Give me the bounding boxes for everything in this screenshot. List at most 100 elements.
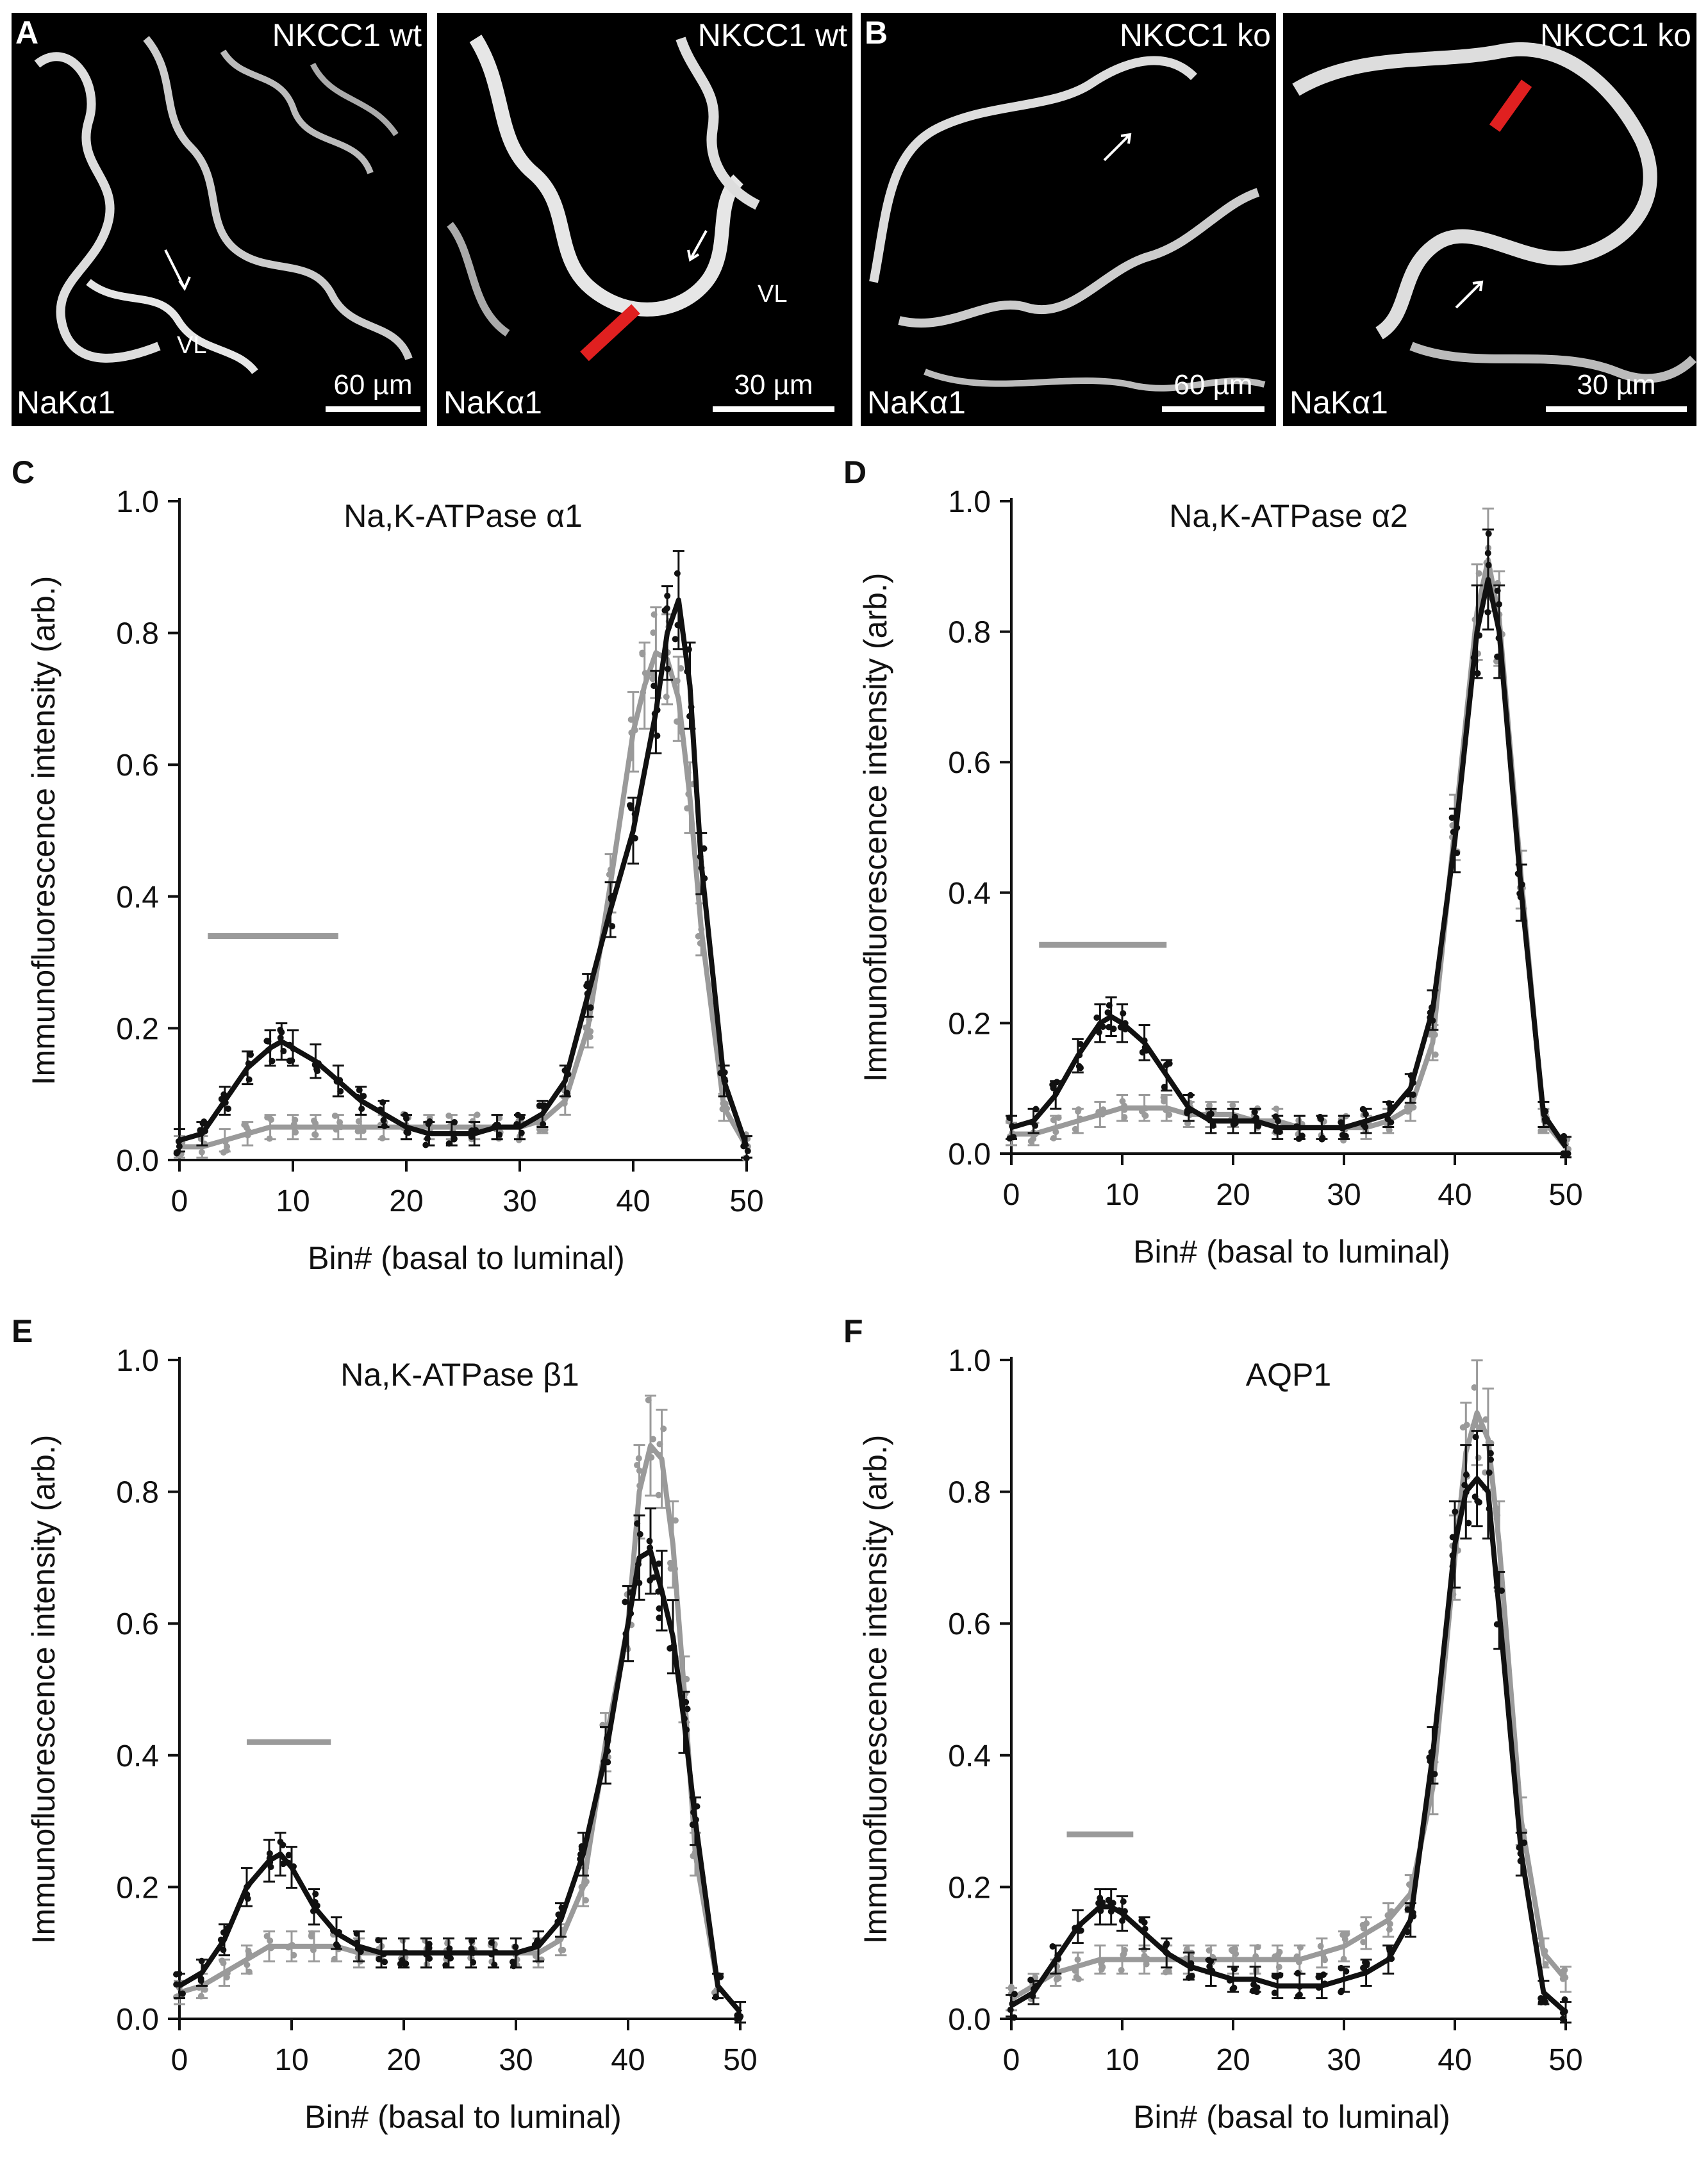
scatter-point — [672, 636, 679, 643]
panel-letter: F — [843, 1313, 863, 1349]
scatter-point — [1077, 1065, 1084, 1072]
y-tick-label: 0.8 — [116, 617, 159, 651]
scatter-point — [1166, 1111, 1173, 1118]
panel-letter-b: B — [865, 15, 888, 51]
stain-label: NaKα1 — [444, 385, 542, 420]
stain-label: NaKα1 — [867, 385, 966, 420]
y-tick-label: 1.0 — [116, 1344, 159, 1378]
scatter-point — [654, 733, 661, 740]
y-tick-label: 1.0 — [948, 485, 991, 519]
series-line-ko — [1009, 1410, 1568, 2002]
scatter-point — [241, 1122, 248, 1129]
scatter-point — [1295, 1117, 1302, 1124]
scatter-point — [1049, 1081, 1056, 1088]
tissue-image — [447, 35, 760, 361]
x-tick-label: 20 — [386, 2043, 420, 2077]
x-axis-label: Bin# (basal to luminal) — [304, 2099, 622, 2135]
x-tick-label: 0 — [171, 1184, 188, 1218]
micrograph-condition: NKCC1 ko — [1119, 17, 1271, 53]
scale-bar-label: 60 µm — [333, 369, 413, 401]
panel-letter: D — [843, 454, 866, 490]
y-tick-label: 0.4 — [948, 1739, 991, 1773]
series-line-wt — [178, 597, 749, 1148]
x-tick-label: 10 — [1105, 1178, 1139, 1212]
scatter-point — [1465, 1520, 1472, 1527]
tissue-image — [869, 56, 1266, 392]
scatter-point — [426, 1944, 433, 1952]
scatter-point — [285, 1852, 292, 1859]
scatter-point — [734, 2012, 741, 2019]
series-line-wt — [1009, 1476, 1568, 2014]
series-line-wt — [178, 1548, 743, 2014]
x-axis-label: Bin# (basal to luminal) — [308, 1240, 625, 1276]
x-tick-label: 10 — [276, 1184, 310, 1218]
scatter-point — [179, 1990, 186, 1997]
y-tick-label: 0.0 — [116, 1144, 159, 1178]
scatter-point — [288, 1057, 295, 1064]
y-axis-label: Immunofluorescence intensity (arb.) — [26, 576, 62, 1086]
vl-label: VL — [758, 281, 788, 308]
y-tick-label: 0.2 — [948, 1871, 991, 1905]
panel-letter: C — [12, 454, 35, 490]
y-tick-label: 0.8 — [948, 1476, 991, 1510]
scan-line — [1489, 79, 1532, 132]
series-line-ko — [1011, 557, 1568, 1149]
series-line-ko — [179, 650, 749, 1150]
series-line-ko — [178, 1443, 743, 2014]
y-tick-label: 0.6 — [116, 1607, 159, 1641]
scatter-point — [656, 1560, 663, 1567]
scatter-point — [1053, 1976, 1060, 1983]
scatter-point — [1409, 1091, 1416, 1098]
series-line-wt — [1010, 577, 1568, 1149]
x-tick-label: 40 — [616, 1184, 650, 1218]
vl-label: VL — [177, 332, 207, 359]
scatter-point — [674, 570, 681, 577]
scatter-point — [381, 1959, 388, 1966]
scatter-point — [1432, 1051, 1439, 1058]
x-tick-label: 50 — [1548, 2043, 1582, 2077]
scatter-point — [263, 1038, 270, 1045]
x-tick-label: 0 — [171, 2043, 188, 2077]
y-tick-label: 0.2 — [116, 1012, 159, 1046]
scatter-point — [655, 1491, 662, 1498]
scatter-point — [173, 1981, 180, 1988]
y-tick-label: 0.0 — [116, 2003, 159, 2037]
scale-bar — [713, 406, 834, 412]
y-tick-label: 0.6 — [948, 1607, 991, 1641]
x-tick-label: 50 — [729, 1184, 763, 1218]
x-tick-label: 0 — [1003, 2043, 1020, 2077]
scatter-point — [542, 1126, 549, 1133]
y-tick-label: 0.8 — [948, 616, 991, 650]
x-tick-label: 40 — [1438, 2043, 1472, 2077]
micrograph-b-zoom: NKCC1 ko NaKα1 30 µm — [1283, 13, 1696, 426]
scale-bar — [326, 406, 420, 412]
scatter-point — [1538, 1995, 1545, 2002]
y-axis-label: Immunofluorescence intensity (arb.) — [858, 1435, 893, 1944]
scatter-point — [1486, 1469, 1493, 1476]
panel-letter-a: A — [15, 15, 39, 51]
scatter-point — [684, 1705, 691, 1712]
scatter-point — [1315, 1973, 1322, 1980]
stain-label: NaKα1 — [17, 385, 115, 420]
scatter-point — [1472, 1434, 1479, 1441]
scatter-point — [225, 1106, 232, 1113]
y-tick-label: 0.2 — [116, 1871, 159, 1905]
scale-bar — [1546, 406, 1687, 412]
y-tick-label: 0.2 — [948, 1007, 991, 1041]
x-tick-label: 10 — [274, 2043, 308, 2077]
scatter-point — [292, 1129, 299, 1136]
scatter-point — [1338, 1119, 1345, 1126]
x-tick-label: 20 — [389, 1184, 423, 1218]
scatter-point — [649, 676, 656, 683]
scatter-point — [201, 1986, 208, 1993]
chart-title: Na,K-ATPase β1 — [340, 1357, 579, 1393]
scatter-point — [1448, 814, 1455, 821]
y-tick-label: 0.6 — [116, 749, 159, 783]
micrograph-condition: NKCC1 ko — [1539, 17, 1691, 53]
micrograph-condition: NKCC1 wt — [272, 17, 422, 53]
scatter-point — [1104, 1009, 1111, 1016]
scatter-point — [622, 1598, 629, 1605]
scatter-point — [1142, 1112, 1149, 1119]
scatter-point — [656, 1614, 663, 1621]
